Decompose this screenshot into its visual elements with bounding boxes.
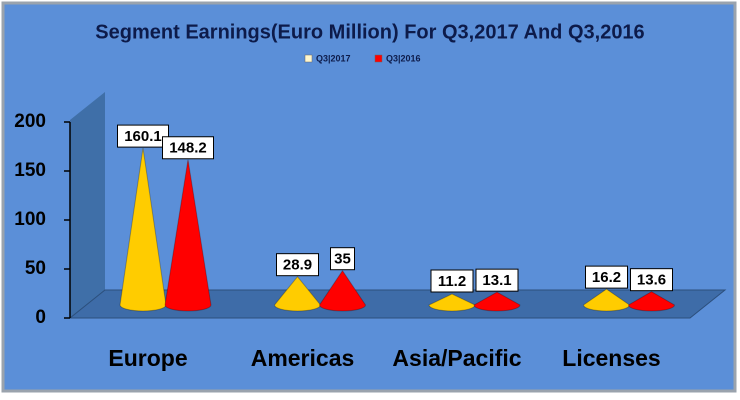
x-tick-label: Licenses xyxy=(562,345,660,371)
side-wall xyxy=(70,92,105,318)
legend-swatch xyxy=(304,54,313,63)
data-label: 11.2 xyxy=(438,273,466,290)
y-tick-label: 150 xyxy=(14,160,46,181)
y-tick-label: 50 xyxy=(25,258,46,279)
data-label: 16.2 xyxy=(592,269,621,286)
data-label-box xyxy=(475,268,519,292)
data-label: 160.1 xyxy=(124,128,162,145)
x-tick-label: Europe xyxy=(108,345,187,371)
data-label: 148.2 xyxy=(169,140,207,157)
x-tick-label: Asia/Pacific xyxy=(392,345,521,371)
data-label: 13.6 xyxy=(637,272,666,289)
data-label-box xyxy=(630,268,673,292)
data-label: 13.1 xyxy=(482,272,511,289)
data-label-box xyxy=(276,253,319,277)
chart-background xyxy=(1,1,737,393)
data-label-box xyxy=(162,136,214,160)
data-label: 35 xyxy=(334,251,351,268)
cone xyxy=(318,269,367,312)
data-label: 28.9 xyxy=(283,257,312,274)
data-label-box xyxy=(585,265,628,289)
y-tick-label: 0 xyxy=(35,307,46,328)
data-label-box xyxy=(330,247,355,271)
chart-title: Segment Earnings(Euro Million) For Q3,20… xyxy=(95,21,644,43)
data-label-box xyxy=(117,124,169,148)
floor xyxy=(68,289,727,319)
cone xyxy=(627,291,676,312)
x-tick-label: Americas xyxy=(251,345,355,371)
cone xyxy=(164,159,212,312)
legend-label: Q3|2016 xyxy=(386,53,421,63)
y-tick-label: 200 xyxy=(14,111,46,132)
data-label-box xyxy=(430,269,474,293)
legend-label: Q3|2017 xyxy=(316,53,351,63)
cone xyxy=(473,291,521,312)
legend-swatch xyxy=(374,54,383,63)
y-tick-label: 100 xyxy=(14,209,46,230)
